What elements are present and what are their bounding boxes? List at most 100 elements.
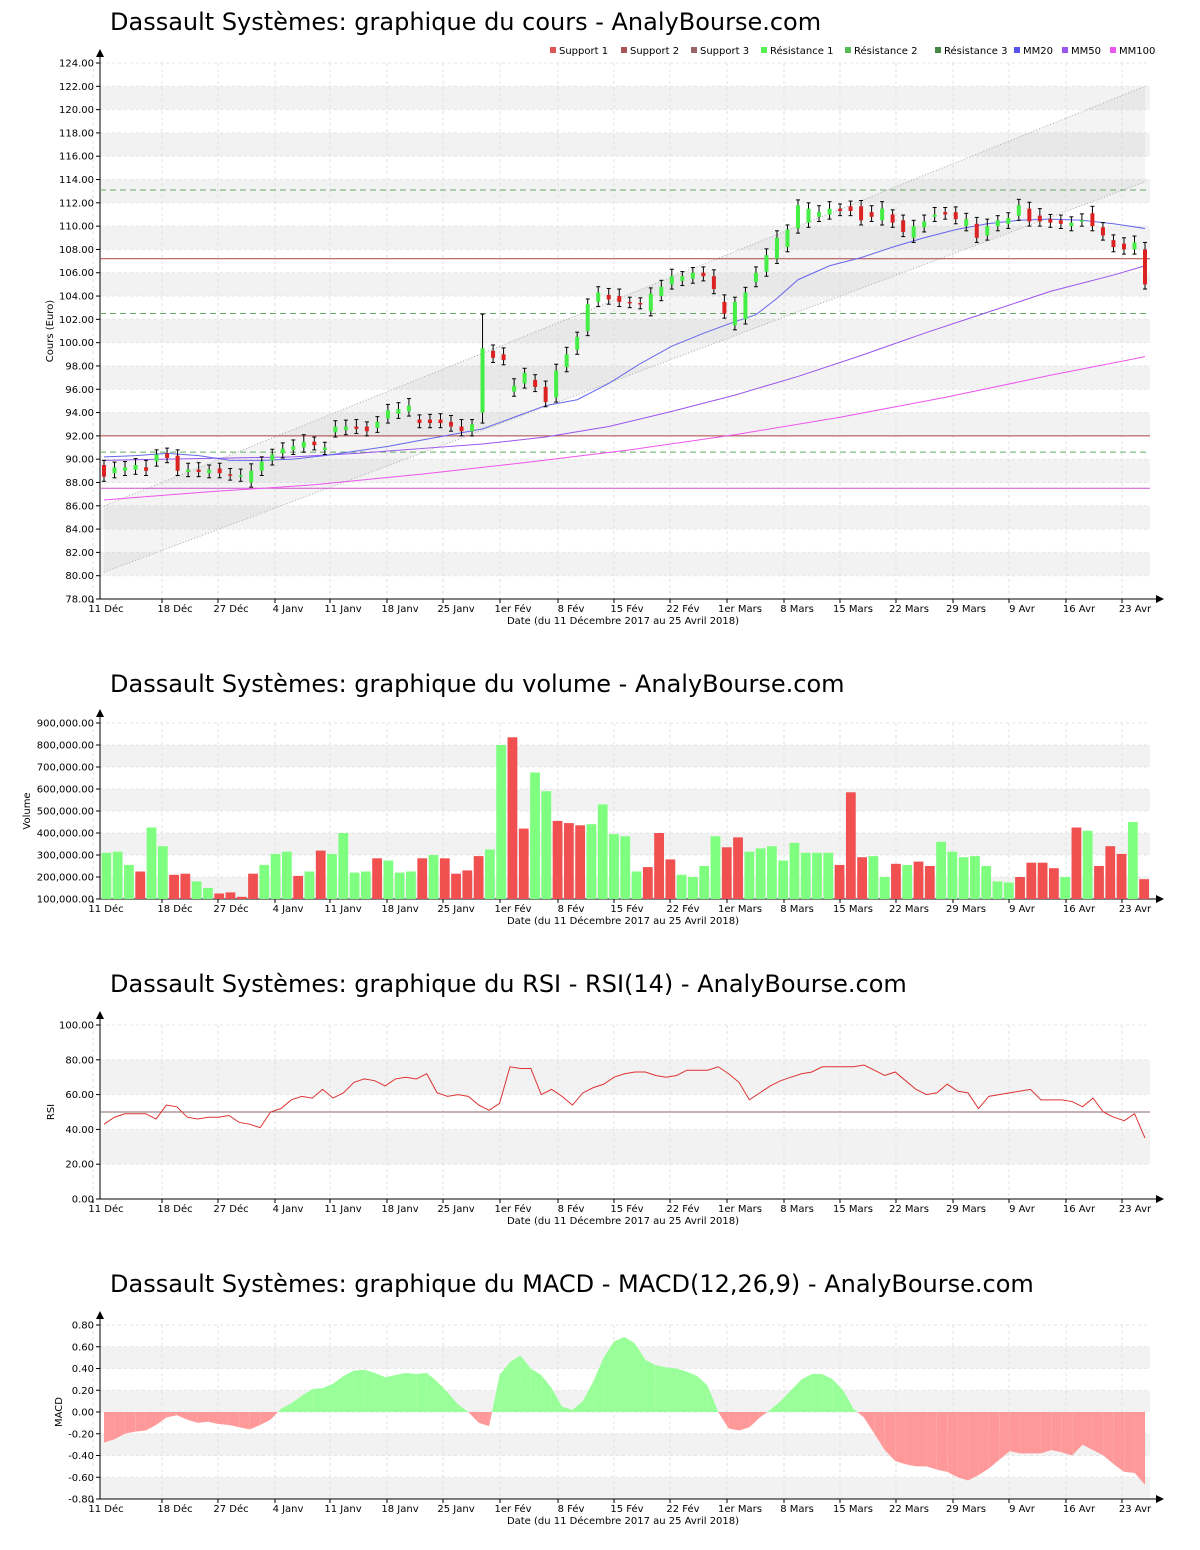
volume-bar [473, 856, 484, 899]
volume-bar [834, 864, 845, 899]
x-tick-label: 15 Mars [833, 1504, 873, 1515]
candle-body [175, 455, 180, 471]
candle-body [564, 354, 569, 368]
grid-band [100, 1129, 1150, 1165]
candle-body [1132, 242, 1137, 250]
candle-body [680, 276, 685, 281]
y-axis-arrow [96, 1011, 104, 1019]
macd-area-segment [1009, 1412, 1021, 1454]
legend-label: Support 1 [559, 46, 608, 57]
volume-bar [360, 871, 371, 899]
candle-body [838, 208, 843, 211]
x-tick-label: 27 Déc [213, 1203, 248, 1215]
x-tick-label: 18 Déc [157, 903, 192, 915]
candle-body [154, 454, 159, 462]
candle-body [396, 409, 401, 414]
macd-area-segment [593, 1357, 604, 1412]
macd-area-segment [999, 1412, 1010, 1460]
macd-area-segment [947, 1412, 958, 1478]
candle-body [102, 465, 106, 477]
x-tick-label: 29 Mars [946, 904, 986, 915]
x-tick-label: 23 Avr [1119, 1204, 1152, 1215]
volume-bar [439, 858, 450, 899]
candle-body [196, 469, 201, 472]
volume-bar [654, 833, 664, 899]
x-axis-arrow [1156, 895, 1164, 903]
candle-body [354, 426, 359, 429]
volume-bar [383, 860, 394, 899]
volume-bar [710, 836, 721, 899]
grid-band [100, 272, 1150, 297]
candle-body [659, 286, 664, 297]
grid-band [100, 319, 1150, 343]
volume-bar [541, 791, 552, 899]
candle-body [480, 348, 485, 413]
y-axis-arrow [96, 1311, 104, 1319]
x-tick-label: 8 Fév [558, 903, 585, 915]
candle-body [859, 206, 864, 221]
x-tick-label: 22 Mars [889, 904, 929, 915]
macd-area-segment [374, 1372, 386, 1412]
rsi-panel: Dassault Systèmes: graphique du RSI - RS… [0, 955, 1200, 1245]
macd-area-segment [884, 1412, 896, 1461]
candle-body [207, 469, 212, 474]
volume-bar [947, 851, 958, 899]
macd-area-segment [655, 1365, 667, 1412]
macd-area-segment [874, 1412, 885, 1451]
volume-bar [868, 856, 879, 899]
x-tick-label: 29 Mars [946, 604, 986, 615]
macd-area-segment [509, 1355, 521, 1412]
volume-chart: 100,000.00 200,000.00 300,000.00 400,000.00… [22, 709, 1164, 927]
y-axis-title: Volume [22, 792, 33, 829]
candle-body [1016, 205, 1021, 216]
macd-area-segment [166, 1412, 177, 1418]
volume-bar [1094, 866, 1104, 899]
volume-bar [586, 824, 597, 899]
candle-body [123, 467, 128, 471]
candle-body [343, 426, 348, 431]
volume-bar [755, 848, 766, 899]
legend-swatch [1014, 47, 1020, 53]
candle-body [953, 212, 958, 220]
volume-bar [428, 855, 439, 899]
x-axis-arrow [1156, 595, 1164, 603]
candle-body [806, 208, 811, 223]
candle-body [922, 221, 927, 228]
x-tick-label: 1er Mars [718, 1204, 762, 1215]
macd-area-segment [1124, 1412, 1135, 1473]
macd-area-segment [249, 1412, 261, 1430]
grid-band [100, 459, 1150, 483]
candle-body [533, 379, 538, 387]
volume-bar [1139, 879, 1149, 899]
volume-bar [631, 871, 642, 899]
y-tick-label: 92.00 [65, 431, 94, 442]
macd-area-segment [863, 1412, 875, 1434]
candle-body [1006, 217, 1011, 224]
candle-body [995, 220, 1000, 227]
macd-area-segment [759, 1412, 768, 1418]
volume-bar [699, 866, 710, 899]
x-tick-label: 9 Avr [1009, 1504, 1036, 1515]
volume-bar [981, 866, 992, 899]
volume-bar [236, 896, 247, 899]
x-tick-label: 11 Déc [88, 1503, 123, 1515]
legend-label: Résistance 1 [770, 45, 833, 57]
x-axis-arrow [1156, 1495, 1164, 1503]
y-tick-label: 300,000.00 [37, 851, 94, 862]
macd-area-segment [767, 1409, 771, 1412]
x-tick-label: 22 Mars [889, 1504, 929, 1515]
candle-body [228, 474, 233, 476]
candle-body [133, 465, 138, 470]
macd-area-segment [1072, 1412, 1083, 1456]
volume-bar [485, 849, 495, 899]
macd-area-segment [1103, 1412, 1114, 1465]
macd-area-segment [1020, 1412, 1031, 1454]
macd-area-segment [218, 1412, 229, 1426]
candle-body [869, 212, 874, 217]
candle-body [406, 405, 411, 412]
x-tick-label: 11 Janv [324, 1504, 361, 1515]
legend-swatch [761, 47, 767, 53]
macd-area-segment [208, 1412, 219, 1424]
mm100-line [103, 356, 1146, 501]
x-tick-label: 4 Janv [273, 904, 304, 915]
